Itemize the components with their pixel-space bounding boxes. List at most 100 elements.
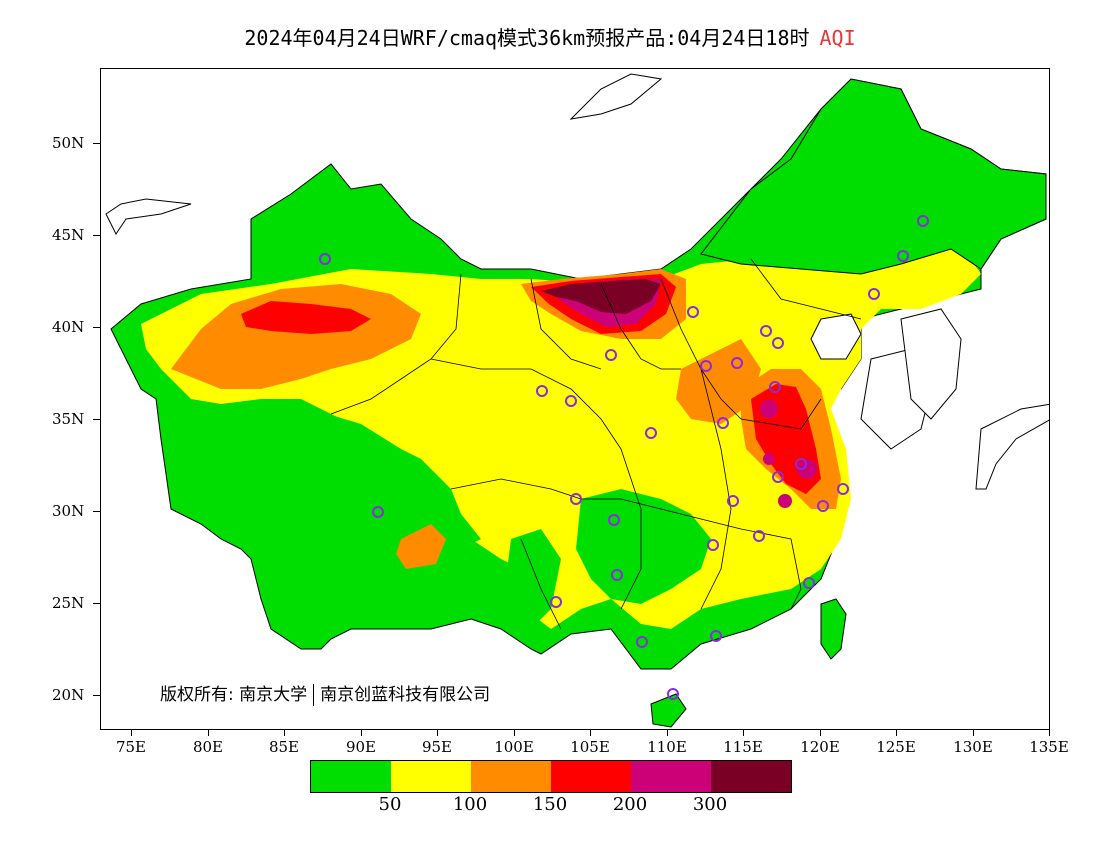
- station-marker: [731, 357, 743, 369]
- station-marker: [868, 288, 880, 300]
- station-markers: [319, 215, 929, 700]
- station-marker: [565, 395, 577, 407]
- station-marker: [707, 539, 719, 551]
- title-text: 2024年04月24日WRF/cmaq模式36km预报产品:04月24日18时: [244, 26, 810, 50]
- hotspot-3: [778, 494, 792, 508]
- x-axis-label: 75E: [115, 738, 147, 756]
- color-legend: [310, 760, 792, 793]
- x-tick: [1049, 730, 1050, 736]
- y-tick: [93, 695, 100, 696]
- station-marker: [570, 493, 582, 505]
- northeast-green-zone: [700, 78, 1047, 275]
- copyright-org1: 南京大学: [239, 685, 308, 705]
- copyright-org2: 南京创蓝科技有限公司: [320, 685, 491, 705]
- station-marker: [687, 306, 699, 318]
- station-marker: [760, 325, 772, 337]
- y-axis-label: 35N: [52, 410, 85, 428]
- x-axis-label: 120E: [800, 738, 840, 756]
- y-axis-label: 45N: [52, 226, 85, 244]
- legend-label: 200: [612, 794, 648, 815]
- station-marker: [636, 636, 648, 648]
- station-marker: [611, 569, 623, 581]
- station-marker: [717, 417, 729, 429]
- x-axis-label: 80E: [192, 738, 224, 756]
- x-axis-label: 105E: [570, 738, 610, 756]
- station-marker: [700, 360, 712, 372]
- province-boundaries: [330, 258, 862, 630]
- hotspot-4: [763, 453, 775, 465]
- northchina-orange-zone: [676, 339, 761, 424]
- station-marker: [897, 250, 909, 262]
- x-axis-label: 100E: [494, 738, 534, 756]
- x-tick: [590, 730, 591, 736]
- station-marker: [608, 514, 620, 526]
- legend-swatch-good: [311, 761, 391, 792]
- station-marker: [753, 530, 765, 542]
- hotspot-2: [797, 459, 817, 479]
- x-axis-label: 130E: [953, 738, 993, 756]
- map-title: 2024年04月24日WRF/cmaq模式36km预报产品:04月24日18时 A…: [0, 22, 1100, 51]
- copyright-prefix: 版权所有:: [160, 685, 234, 705]
- legend-swatch-very-unhealthy: [631, 761, 711, 792]
- station-marker: [795, 458, 807, 470]
- y-tick: [93, 603, 100, 604]
- station-marker: [817, 500, 829, 512]
- x-tick: [667, 730, 668, 736]
- x-tick: [820, 730, 821, 736]
- x-tick: [437, 730, 438, 736]
- x-tick: [896, 730, 897, 736]
- hainan-island: [650, 693, 687, 728]
- x-axis-label: 125E: [876, 738, 916, 756]
- map-frame: [100, 68, 1050, 730]
- station-marker: [727, 495, 739, 507]
- sichuan-orange-zone: [396, 524, 446, 569]
- station-marker: [319, 253, 331, 265]
- x-tick: [284, 730, 285, 736]
- station-marker: [645, 427, 657, 439]
- y-tick: [93, 419, 100, 420]
- x-axis-label: 85E: [268, 738, 300, 756]
- x-axis-label: 90E: [345, 738, 377, 756]
- x-tick: [361, 730, 362, 736]
- japan-outline: [975, 403, 1049, 490]
- legend-swatch-unhealthy: [551, 761, 631, 792]
- legend-label: 50: [378, 794, 402, 815]
- station-marker: [769, 381, 781, 393]
- separator: [313, 684, 315, 706]
- station-marker: [667, 688, 679, 700]
- southwest-green-zone: [506, 529, 561, 629]
- station-marker: [837, 483, 849, 495]
- x-axis-label: 95E: [421, 738, 453, 756]
- legend-swatch-moderate: [391, 761, 471, 792]
- xinjiang-orange-zone: [171, 284, 421, 389]
- y-axis-label: 30N: [52, 502, 85, 520]
- x-tick: [514, 730, 515, 736]
- legend-swatch-usg: [471, 761, 551, 792]
- taiwan-island: [820, 598, 847, 660]
- lake-outline-west: [105, 198, 192, 235]
- tibet-green-zone: [186, 404, 481, 554]
- y-axis-label: 20N: [52, 686, 85, 704]
- legend-label: 300: [692, 794, 728, 815]
- x-tick: [973, 730, 974, 736]
- x-axis-label: 115E: [723, 738, 763, 756]
- station-marker: [372, 506, 384, 518]
- y-tick: [93, 511, 100, 512]
- y-tick: [93, 143, 100, 144]
- station-marker: [536, 385, 548, 397]
- y-axis-label: 40N: [52, 318, 85, 336]
- baikal-outline: [569, 73, 663, 120]
- y-tick: [93, 327, 100, 328]
- mongolia-hazard-zone: [541, 279, 661, 314]
- x-tick: [131, 730, 132, 736]
- variable-label: AQI: [819, 26, 856, 50]
- copyright-notice: 版权所有: 南京大学 南京创蓝科技有限公司: [160, 680, 490, 706]
- x-tick: [743, 730, 744, 736]
- legend-label: 100: [452, 794, 488, 815]
- bohai-sea: [810, 313, 862, 360]
- station-marker: [605, 349, 617, 361]
- xinjiang-red-zone: [241, 301, 371, 334]
- station-marker: [710, 630, 722, 642]
- legend-swatch-hazardous: [711, 761, 791, 792]
- y-axis-label: 50N: [52, 134, 85, 152]
